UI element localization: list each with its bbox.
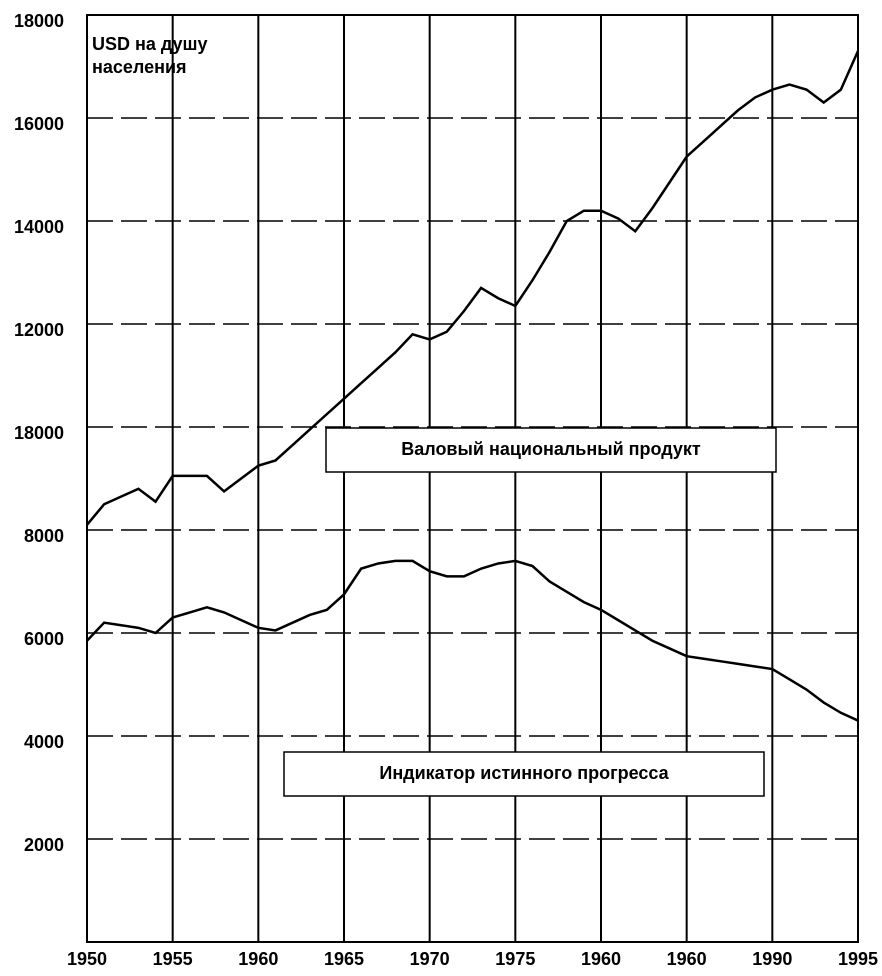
y-axis-label: населения: [92, 57, 187, 77]
x-tick-label: 1965: [324, 949, 364, 969]
y-tick-label: 8000: [24, 526, 64, 546]
x-tick-label: 1990: [752, 949, 792, 969]
y-tick-label: 16000: [14, 114, 64, 134]
y-tick-label: 12000: [14, 320, 64, 340]
y-tick-label: 2000: [24, 835, 64, 855]
plot-frame: [86, 14, 859, 943]
y-axis-label: USD на душу: [92, 34, 208, 54]
x-tick-label: 1975: [495, 949, 535, 969]
y-tick-label: 4000: [24, 732, 64, 752]
x-tick-label: 1960: [238, 949, 278, 969]
legend-label: Индикатор истинного прогресса: [379, 763, 669, 783]
legend-box: [325, 427, 777, 473]
x-tick-label: 1970: [410, 949, 450, 969]
y-tick-label: 6000: [24, 629, 64, 649]
data-line: [86, 559, 859, 722]
x-tick-label: 1950: [67, 949, 107, 969]
x-tick-label: 1995: [838, 949, 878, 969]
legend-label: Валовый национальный продукт: [401, 439, 701, 459]
x-tick-label: 1960: [667, 949, 707, 969]
data-line: [86, 50, 860, 526]
x-tick-label: 1960: [581, 949, 621, 969]
x-tick-label: 1955: [153, 949, 193, 969]
y-tick-label: 14000: [14, 217, 64, 237]
y-tick-label: 18000: [14, 11, 64, 31]
legend-box: [283, 751, 765, 797]
y-tick-label: 18000: [14, 423, 64, 443]
